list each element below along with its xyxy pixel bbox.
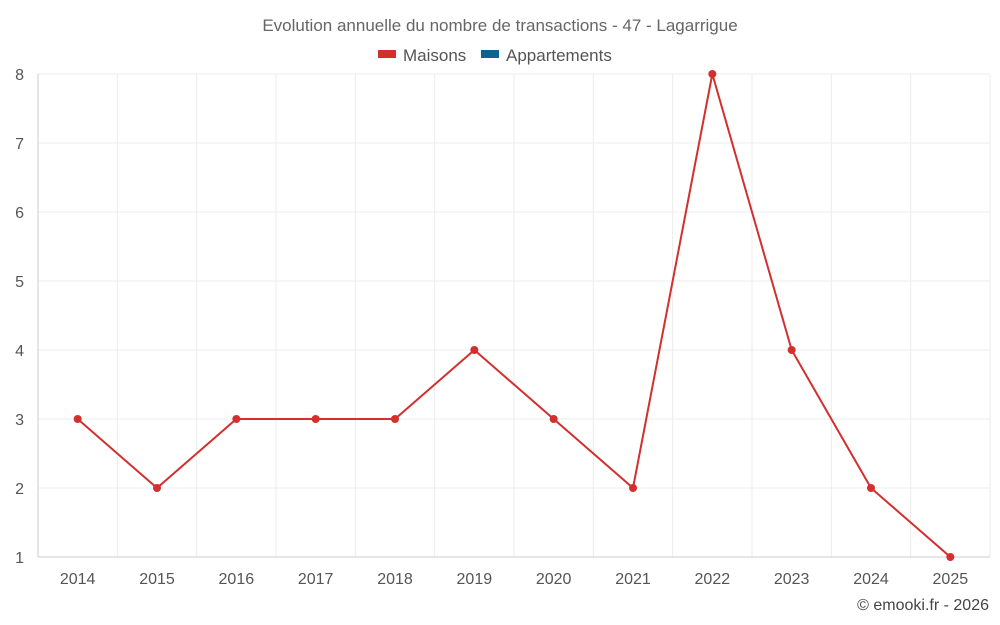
x-tick-label: 2014 <box>60 571 96 588</box>
series-line-maisons <box>77 73 951 558</box>
chart-title: Evolution annuelle du nombre de transact… <box>262 16 737 35</box>
legend-swatch-appartements <box>481 50 499 58</box>
x-tick-label: 2019 <box>457 571 493 588</box>
legend-label-maisons: Maisons <box>403 46 466 65</box>
grid-layer <box>37 73 991 557</box>
x-tick-label: 2015 <box>139 571 175 588</box>
data-point-maisons-2020[interactable] <box>549 415 558 423</box>
axis-layer: 1 2 3 4 5 6 7 8 2014 2015 2016 2017 2018 2019 2020 2021… <box>15 67 990 588</box>
legend-swatch-maisons <box>378 50 396 58</box>
data-point-maisons-2018[interactable] <box>391 415 399 423</box>
legend-label-appartements: Appartements <box>506 46 612 65</box>
chart-legend: Maisons Appartements <box>378 46 612 65</box>
data-point-maisons-2021[interactable] <box>629 484 637 492</box>
data-point-maisons-2016[interactable] <box>232 415 241 423</box>
x-tick-label: 2022 <box>695 571 731 588</box>
x-tick-label: 2023 <box>774 571 810 588</box>
data-point-maisons-2025[interactable] <box>946 553 955 561</box>
y-tick-label: 8 <box>15 67 24 84</box>
y-tick-label: 2 <box>15 481 24 498</box>
x-tick-label: 2021 <box>615 571 651 588</box>
data-point-maisons-2017[interactable] <box>311 415 320 423</box>
y-tick-label: 1 <box>15 550 24 567</box>
data-point-maisons-2022[interactable] <box>708 70 717 78</box>
y-tick-label: 3 <box>15 412 24 429</box>
data-point-maisons-2014[interactable] <box>73 415 82 423</box>
x-tick-label: 2016 <box>219 571 255 588</box>
credit-text: © emooki.fr - 2026 <box>857 597 989 614</box>
y-tick-label: 7 <box>15 136 24 153</box>
y-tick-label: 6 <box>15 205 24 222</box>
y-tick-label: 5 <box>15 274 24 291</box>
series-layer <box>73 70 955 561</box>
legend-item-appartements[interactable]: Appartements <box>481 46 612 65</box>
data-point-maisons-2023[interactable] <box>787 346 796 354</box>
x-tick-label: 2017 <box>298 571 334 588</box>
x-tick-label: 2024 <box>853 571 889 588</box>
data-point-maisons-2015[interactable] <box>153 484 161 492</box>
x-tick-label: 2018 <box>377 571 413 588</box>
y-tick-label: 4 <box>15 343 24 360</box>
data-point-maisons-2019[interactable] <box>470 346 479 354</box>
legend-item-maisons[interactable]: Maisons <box>378 46 466 65</box>
x-tick-label: 2020 <box>536 571 572 588</box>
data-point-maisons-2024[interactable] <box>867 484 875 492</box>
x-tick-label: 2025 <box>933 571 969 588</box>
